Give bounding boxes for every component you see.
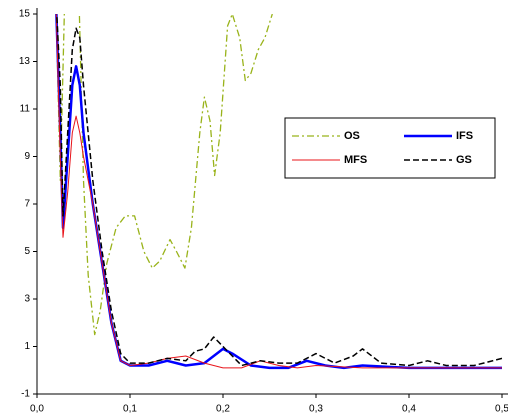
series-line bbox=[55, 14, 273, 336]
x-tick-label: 0,2 bbox=[216, 404, 230, 415]
y-tick-label: 3 bbox=[24, 294, 30, 305]
y-tick-label: 9 bbox=[24, 151, 30, 162]
y-tick-label: 5 bbox=[24, 246, 30, 257]
series-line bbox=[56, 14, 503, 367]
legend-label: MFS bbox=[344, 154, 367, 166]
legend bbox=[284, 117, 496, 179]
x-tick-label: 0,1 bbox=[123, 404, 137, 415]
x-tick-label: 0,4 bbox=[402, 404, 416, 415]
legend-label: IFS bbox=[456, 130, 473, 142]
legend-label: GS bbox=[456, 154, 472, 166]
y-tick-label: 1 bbox=[24, 341, 30, 352]
x-tick-label: 0,0 bbox=[30, 404, 44, 415]
y-tick-label: 11 bbox=[20, 104, 31, 115]
series-line bbox=[55, 14, 502, 370]
legend-label: OS bbox=[344, 130, 360, 142]
y-tick-label: 7 bbox=[24, 199, 30, 210]
plot-area bbox=[55, 14, 503, 370]
y-tick-label: 15 bbox=[19, 9, 31, 20]
x-tick-label: 0,3 bbox=[309, 404, 323, 415]
series-line bbox=[55, 14, 502, 369]
y-tick-label: 13 bbox=[19, 56, 31, 67]
x-tick-label: 0,5 bbox=[495, 404, 508, 415]
y-tick-label: -1 bbox=[21, 389, 30, 400]
